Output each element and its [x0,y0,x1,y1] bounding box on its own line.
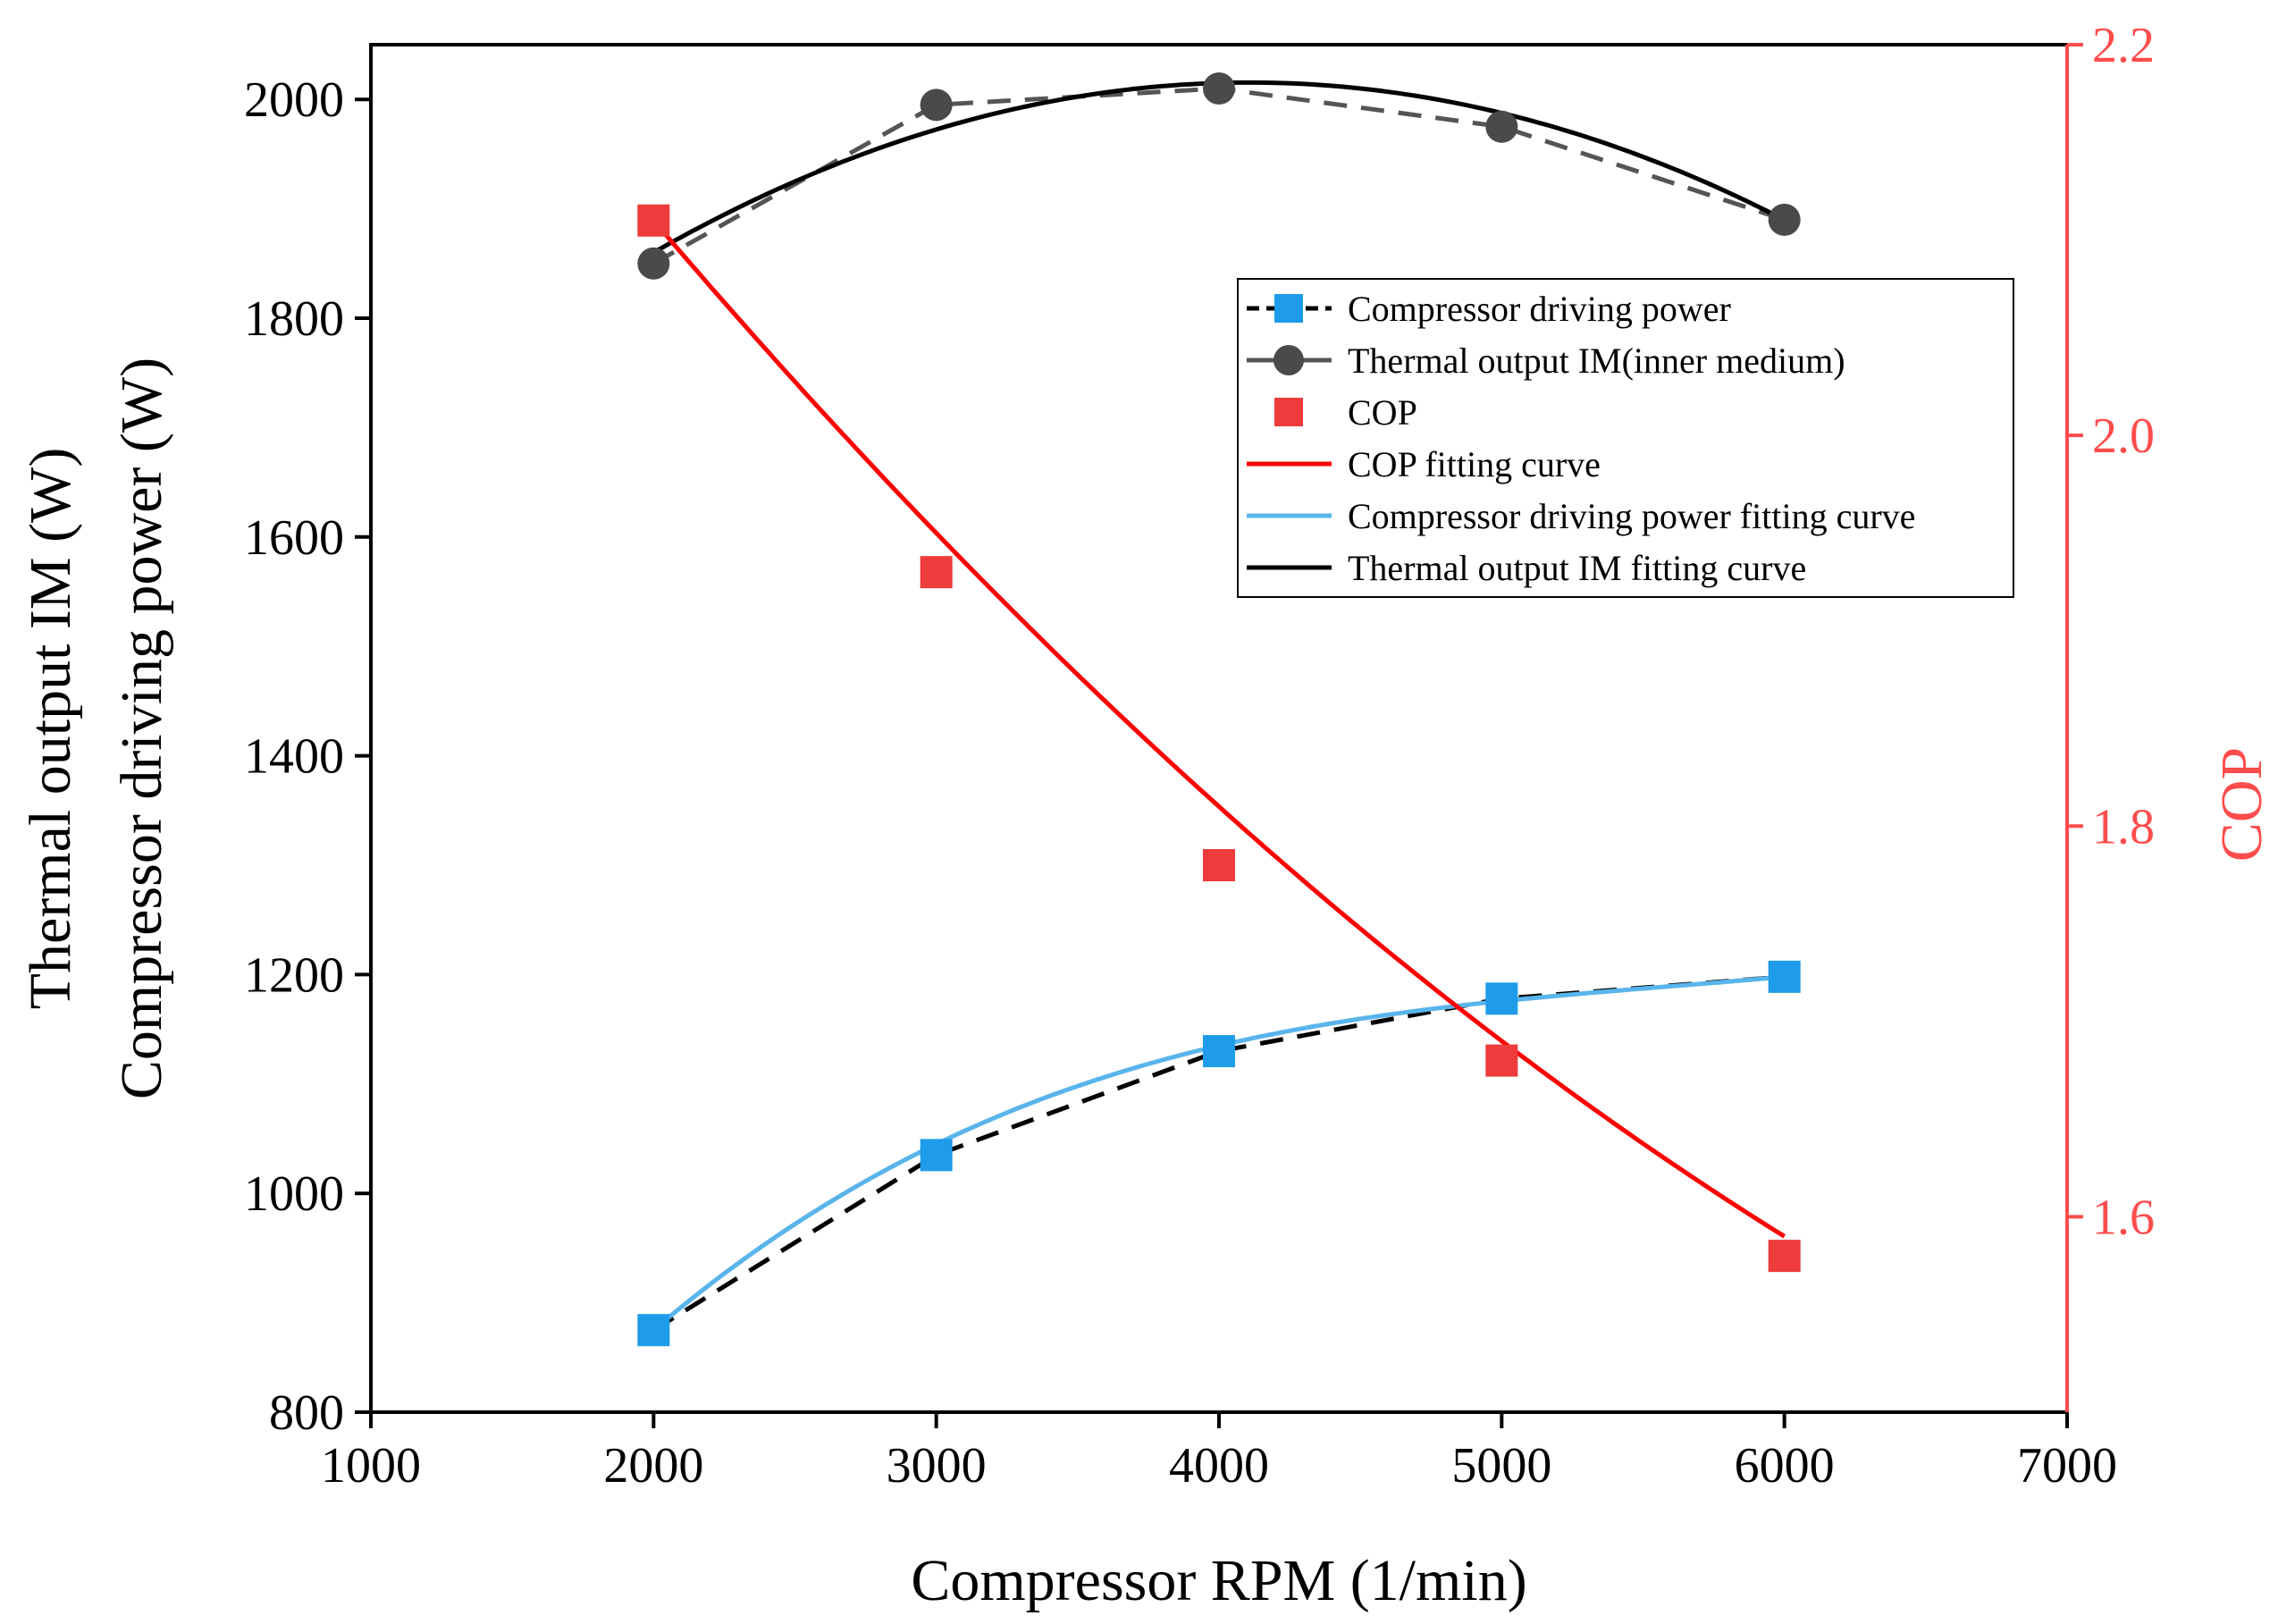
y-left-tick-label: 1800 [244,291,344,347]
thermal-output-point [1768,203,1801,236]
legend-label: Thermal output IM fitting curve [1348,548,1806,588]
x-tick-label: 1000 [321,1438,421,1494]
x-tick-label: 3000 [887,1438,987,1494]
x-tick-label: 5000 [1451,1438,1551,1494]
legend: Compressor driving power Thermal output I… [1237,278,2014,598]
y-left-tick-label: 1200 [244,947,344,1003]
legend-label: COP [1348,392,1417,433]
x-axis-ticks: 1000 2000 3000 4000 5000 6000 7000 [321,1412,2117,1494]
thermal-output-point [637,247,670,280]
y-right-tick-label: 1.6 [2092,1190,2155,1245]
compressor-power-point [920,1139,953,1172]
y-right-axis-title: COP [2209,747,2274,862]
plot-frame [369,43,2069,1414]
y-left-tick-label: 800 [269,1385,344,1441]
thermal-output-fit-curve [652,80,1786,255]
cop-point [1203,849,1235,881]
cop-fit-curve [651,219,1786,1239]
cop-point [637,204,670,237]
cop-point [1768,1240,1801,1273]
y-right-tick-label: 2.2 [2092,18,2155,73]
compressor-power-point [637,1314,670,1347]
compressor-power-point [1485,982,1518,1015]
y-right-tick-label: 1.8 [2092,799,2155,854]
thermal-output-point [920,88,953,122]
cop-point [1485,1044,1518,1077]
legend-marker [1274,398,1303,426]
cop-point [920,556,953,589]
y-left-tick-label: 1600 [244,510,344,566]
compressor-power-point [1203,1035,1235,1068]
thermal-output-point [1203,72,1235,105]
y-right-axis-ticks: 1.6 1.8 2.0 2.2 [2067,18,2155,1245]
x-tick-label: 4000 [1169,1438,1269,1494]
x-axis-title: Compressor RPM (1/min) [911,1548,1526,1613]
x-tick-label: 7000 [2017,1438,2117,1494]
y-left-tick-label: 1000 [244,1166,344,1222]
legend-label: COP fitting curve [1348,444,1601,484]
legend-label: Compressor driving power fitting curve [1348,496,1915,536]
compressor-power-point [1768,960,1801,993]
legend-marker [1274,294,1303,323]
y-left-tick-label: 1400 [244,729,344,785]
series-layer [637,72,1801,1347]
compressor-power-line [652,974,1785,1333]
y-left-axis-title-line2: Compressor driving power (W) [109,358,174,1099]
x-tick-label: 6000 [1735,1438,1835,1494]
compressor-power-fit-curve [651,974,1785,1333]
thermal-output-point [1485,110,1518,143]
legend-label: Thermal output IM(inner medium) [1348,341,1845,381]
x-tick-label: 2000 [603,1438,703,1494]
y-left-axis-ticks: 800 1000 1200 1400 1600 1800 2000 [244,72,371,1441]
legend-box [1237,278,2014,598]
y-right-tick-label: 2.0 [2092,408,2155,464]
y-left-tick-label: 2000 [244,72,344,128]
thermal-output-line [652,86,1786,265]
legend-marker [1273,345,1304,375]
legend-label: Compressor driving power [1348,289,1731,329]
y-left-axis-title-line1: Thermal output IM (W) [18,448,83,1010]
